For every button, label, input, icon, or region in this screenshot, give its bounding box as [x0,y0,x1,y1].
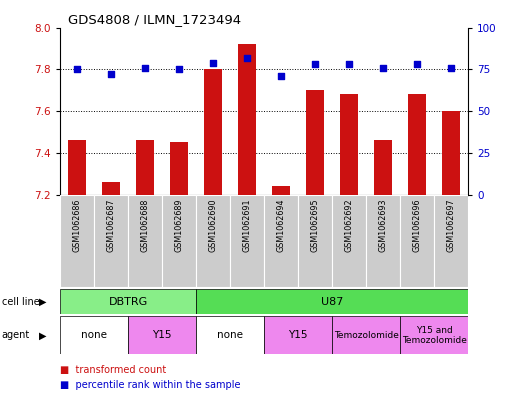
Text: DBTRG: DBTRG [108,297,148,307]
Text: Y15: Y15 [288,331,308,340]
Bar [60,289,196,314]
Point [141,64,150,71]
Point [379,64,388,71]
Bar [196,195,230,287]
Bar [442,111,460,195]
Text: cell line: cell line [2,297,39,307]
Text: GSM1062687: GSM1062687 [107,198,116,252]
Bar [162,195,196,287]
Text: Temozolomide: Temozolomide [334,331,399,340]
Text: none: none [81,331,107,340]
Text: GSM1062691: GSM1062691 [243,198,252,252]
Bar [366,195,400,287]
Point [311,61,320,67]
Text: GSM1062693: GSM1062693 [379,198,388,252]
Text: GSM1062686: GSM1062686 [73,198,82,252]
Point [243,54,252,61]
Bar [60,316,128,354]
Bar [340,94,358,195]
Text: GSM1062689: GSM1062689 [175,198,184,252]
Point [447,64,456,71]
Bar [332,195,366,287]
Text: ▶: ▶ [39,297,46,307]
Bar [196,289,468,314]
Bar [204,69,222,195]
Text: GSM1062697: GSM1062697 [447,198,456,252]
Point [209,59,218,66]
Bar [306,90,324,195]
Bar [60,195,94,287]
Point [73,66,82,72]
Bar [128,316,196,354]
Bar [102,182,120,195]
Bar [264,316,332,354]
Bar [230,195,264,287]
Text: none: none [217,331,243,340]
Bar [136,140,154,195]
Text: agent: agent [2,331,30,340]
Text: GDS4808 / ILMN_1723494: GDS4808 / ILMN_1723494 [69,13,242,26]
Point [277,73,286,79]
Bar [94,195,128,287]
Text: ■  percentile rank within the sample: ■ percentile rank within the sample [60,380,241,390]
Bar [264,195,298,287]
Bar [400,316,468,354]
Text: GSM1062692: GSM1062692 [345,198,354,252]
Bar [332,316,400,354]
Point [345,61,354,67]
Text: GSM1062694: GSM1062694 [277,198,286,252]
Text: ■  transformed count: ■ transformed count [60,365,166,375]
Bar [374,140,392,195]
Text: Y15 and
Temozolomide: Y15 and Temozolomide [402,326,467,345]
Bar [272,186,290,195]
Bar [170,142,188,195]
Bar [400,195,434,287]
Bar [298,195,332,287]
Point [107,71,116,77]
Text: Y15: Y15 [152,331,172,340]
Text: ▶: ▶ [39,331,46,340]
Bar [408,94,426,195]
Bar [434,195,468,287]
Bar [68,140,86,195]
Text: U87: U87 [321,297,343,307]
Bar [196,316,264,354]
Text: GSM1062696: GSM1062696 [413,198,422,252]
Text: GSM1062690: GSM1062690 [209,198,218,252]
Text: GSM1062695: GSM1062695 [311,198,320,252]
Point [175,66,184,72]
Bar [238,44,256,195]
Point [413,61,422,67]
Bar [128,195,162,287]
Text: GSM1062688: GSM1062688 [141,198,150,252]
